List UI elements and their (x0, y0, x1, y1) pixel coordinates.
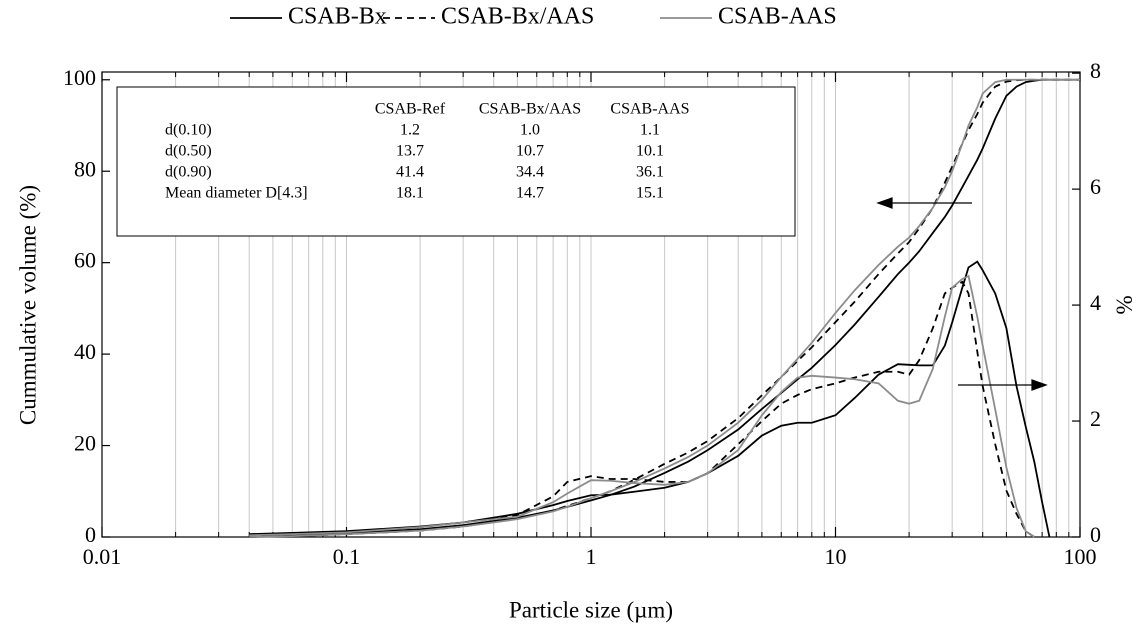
table-cell: 14.7 (516, 185, 544, 202)
arrows (876, 197, 1048, 391)
y2-tick-label: 6 (1090, 174, 1101, 199)
table-row-label: d(0.90) (165, 164, 212, 181)
x-tick-label: 0.01 (83, 544, 122, 569)
y2-axis-title: % (1112, 295, 1137, 314)
legend-item: CSAB-Bx/AAS (383, 4, 594, 30)
y-tick-label: 40 (74, 339, 96, 364)
table-cell: 1.0 (520, 122, 540, 139)
table-header: CSAB-Ref (375, 101, 446, 118)
y-tick-label: 100 (63, 65, 96, 90)
legend-item: CSAB-Bx (230, 4, 387, 30)
table-header: CSAB-AAS (610, 101, 689, 118)
table-cell: 18.1 (396, 185, 424, 202)
table-cell: 15.1 (636, 185, 664, 202)
legend-label: CSAB-Bx (288, 4, 387, 30)
x-tick-label: 1 (586, 544, 597, 569)
table-cell: 1.1 (640, 122, 660, 139)
table-cell: 10.7 (516, 143, 544, 160)
cumulative-line (249, 78, 1080, 538)
y-tick-label: 0 (85, 522, 96, 547)
y2-tick-label: 8 (1090, 58, 1101, 83)
table-cell: 41.4 (396, 164, 424, 181)
y-tick-label: 60 (74, 248, 96, 273)
table-row-label: Mean diameter D[4.3] (165, 185, 308, 202)
x-tick-label: 10 (825, 544, 847, 569)
table-cell: 13.7 (396, 143, 424, 160)
table-cell: 10.1 (636, 143, 664, 160)
table-box (116, 86, 796, 237)
plot-frame (101, 71, 1081, 538)
table-cell: 36.1 (636, 164, 664, 181)
arrow-head (1031, 379, 1048, 391)
y2-tick-label: 4 (1090, 290, 1101, 315)
table-row-label: d(0.50) (165, 143, 212, 160)
y-tick-label: 80 (74, 156, 96, 181)
legend-item: CSAB-AAS (660, 4, 837, 30)
legend-label: CSAB-AAS (718, 4, 837, 30)
table-row-label: d(0.10) (165, 122, 212, 139)
y2-tick-label: 2 (1090, 406, 1101, 431)
table-cell: 1.2 (400, 122, 420, 139)
arrow-head (876, 197, 893, 209)
x-axis-title: Particle size (µm) (509, 597, 673, 622)
x-tick-label: 0.1 (333, 544, 361, 569)
y-axis-title: Cummulative volume (%) (15, 185, 40, 425)
legend-label: CSAB-Bx/AAS (441, 4, 594, 30)
y-tick-label: 20 (74, 431, 96, 456)
y2-tick-label: 0 (1090, 522, 1101, 547)
frequency-line (249, 260, 1051, 538)
frequency-line (249, 274, 1035, 538)
table-header: CSAB-Bx/AAS (479, 101, 581, 118)
summary-table: CSAB-Ref CSAB-Bx/AAS CSAB-AAS d(0.10) 1.2 1.0… (116, 86, 796, 237)
table-cell: 34.4 (516, 164, 544, 181)
x-tick-label: 100 (1064, 544, 1097, 569)
frequency-line (249, 280, 1035, 538)
